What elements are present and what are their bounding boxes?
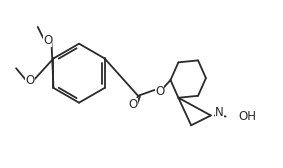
Text: O: O xyxy=(155,85,164,98)
Text: O: O xyxy=(128,98,138,111)
Text: O: O xyxy=(25,74,35,87)
Text: N: N xyxy=(215,106,224,119)
Text: OH: OH xyxy=(238,110,256,123)
Text: O: O xyxy=(43,34,52,47)
